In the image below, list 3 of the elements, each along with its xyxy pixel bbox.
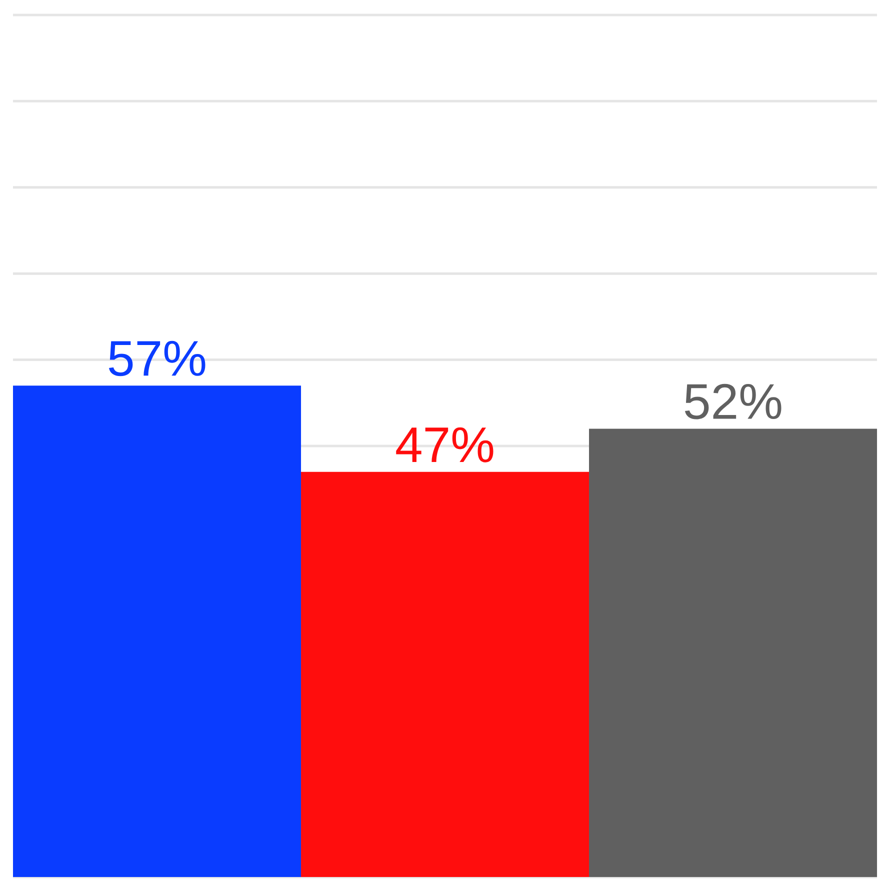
data-label: 57% xyxy=(108,340,206,376)
data-label: 47% xyxy=(396,427,494,462)
data-label: 52% xyxy=(684,384,782,420)
